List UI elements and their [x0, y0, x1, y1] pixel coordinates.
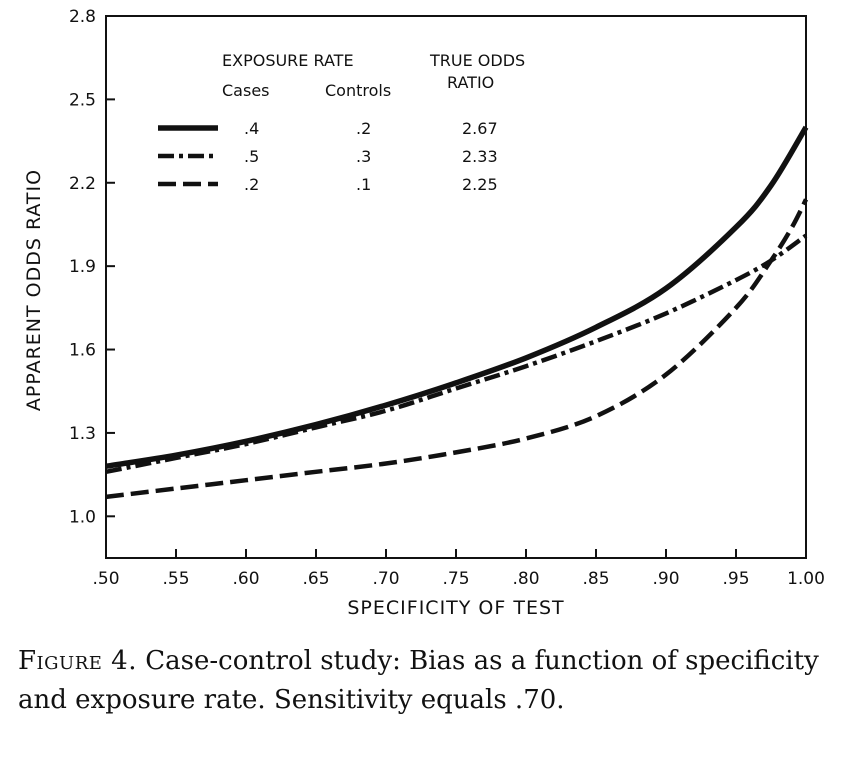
x-tick-label: .85 [582, 569, 609, 589]
legend-header-controls: Controls [325, 81, 391, 100]
y-tick-label: 1.0 [69, 507, 96, 527]
plot-frame [105, 15, 807, 559]
x-tick-label: .50 [92, 569, 119, 589]
plot-border [105, 15, 807, 559]
y-tick-label: 1.6 [69, 341, 96, 361]
legend: EXPOSURE RATE TRUE ODDS Cases Controls R… [158, 51, 525, 194]
legend-controls-value: .2 [356, 119, 371, 138]
x-tick-label: .90 [652, 569, 679, 589]
legend-header-cases: Cases [222, 81, 270, 100]
y-tick-label: 1.9 [69, 257, 96, 277]
x-tick-label: .75 [442, 569, 469, 589]
legend-header-true-odds: TRUE ODDS [429, 51, 525, 70]
x-axis-title: SPECIFICITY OF TEST [347, 597, 564, 619]
figure-caption: Figure 4. Case-control study: Bias as a … [18, 642, 833, 720]
legend-cases-value: .4 [244, 119, 259, 138]
legend-header-ratio: RATIO [447, 73, 494, 92]
x-tick-label: .95 [722, 569, 749, 589]
y-axis-title: APPARENT ODDS RATIO [23, 169, 45, 411]
x-tick-label: .60 [232, 569, 259, 589]
x-tick-label: 1.00 [787, 569, 825, 589]
legend-cases-value: .5 [244, 147, 259, 166]
y-tick-label: 2.8 [69, 7, 96, 27]
odds-ratio-chart: .50 .55 .60 .65 .70 .75 .80 .85 .90 .95 1.00 1.0 1.3… [23, 7, 825, 619]
legend-true-or-value: 2.67 [462, 119, 498, 138]
legend-controls-value: .1 [356, 175, 371, 194]
caption-label: Figure 4. [18, 646, 137, 676]
legend-true-or-value: 2.25 [462, 175, 498, 194]
series-line-solid [105, 125, 809, 470]
legend-controls-value: .3 [356, 147, 371, 166]
x-tick-label: .70 [372, 569, 399, 589]
x-tick-label: .65 [302, 569, 329, 589]
series-line-dashed [105, 198, 809, 500]
x-tick-label: .80 [512, 569, 539, 589]
legend-rows: .4 .2 2.67 .5 .3 2.33 .2 .1 2.25 [158, 119, 498, 194]
series-line-dashdot [105, 233, 808, 475]
y-tick-label: 1.3 [69, 424, 96, 444]
caption-text: Case-control study: Bias as a function o… [18, 646, 819, 715]
y-tick-label: 2.2 [69, 174, 96, 194]
legend-true-or-value: 2.33 [462, 147, 498, 166]
series-layer [105, 125, 809, 500]
y-tick-label: 2.5 [69, 90, 96, 110]
legend-header-exposure-rate: EXPOSURE RATE [222, 51, 354, 70]
legend-cases-value: .2 [244, 175, 259, 194]
x-tick-label: .55 [162, 569, 189, 589]
tick-layer: .50 .55 .60 .65 .70 .75 .80 .85 .90 .95 1.00 1.0 1.3… [69, 7, 825, 589]
